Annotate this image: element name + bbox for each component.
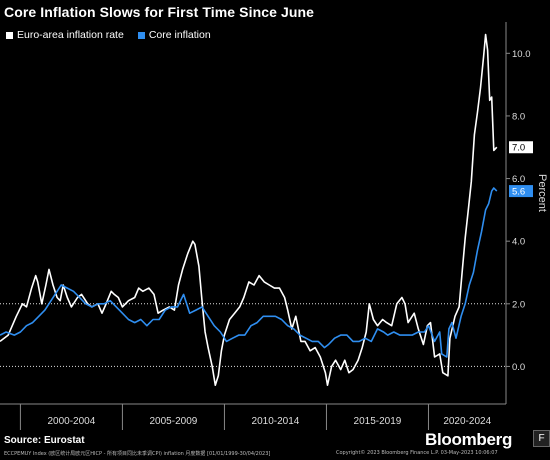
legend-label-core: Core inflation bbox=[148, 29, 211, 41]
bloomberg-logo: Bloomberg bbox=[425, 430, 513, 449]
x-group-label-2: 2010-2014 bbox=[252, 416, 300, 427]
badge-icon: F bbox=[533, 430, 550, 447]
x-group-label-1: 2005-2009 bbox=[150, 416, 198, 427]
x-group-label-3: 2015-2019 bbox=[354, 416, 402, 427]
y-tick-label-4: 8.0 bbox=[512, 111, 525, 122]
chart-title: Core Inflation Slows for First Time Sinc… bbox=[4, 4, 315, 20]
y-tick-label-3: 6.0 bbox=[512, 174, 525, 185]
source-note: Source: Eurostat bbox=[4, 435, 85, 446]
legend-item-core: Core inflation bbox=[137, 29, 211, 41]
last-value-label-1: 5.6 bbox=[512, 187, 525, 198]
x-group-label-0: 2000-2004 bbox=[47, 416, 95, 427]
y-tick-label-5: 10.0 bbox=[512, 49, 531, 60]
y-tick-label-2: 4.0 bbox=[512, 237, 525, 248]
chart-plot: 0.0 2.0 4.0 6.0 8.0 10.0 Percent 2000-2004 2005-… bbox=[0, 22, 548, 430]
chart-legend: Euro-area inflation rate Core inflation bbox=[6, 29, 211, 41]
y-tick-label-0: 0.0 bbox=[512, 362, 525, 373]
legend-swatch-core bbox=[137, 31, 145, 39]
y-tick-label-1: 2.0 bbox=[512, 299, 525, 310]
last-value-box-0 bbox=[509, 141, 533, 154]
y-axis-label: Percent bbox=[536, 174, 548, 212]
last-value-box-1 bbox=[509, 185, 533, 198]
legend-item-headline: Euro-area inflation rate bbox=[6, 29, 124, 41]
series-line-1 bbox=[0, 187, 498, 358]
x-group-label-4: 2020-2024 bbox=[443, 416, 491, 427]
legend-label-headline: Euro-area inflation rate bbox=[17, 29, 124, 41]
last-value-label-0: 7.0 bbox=[512, 143, 525, 154]
fineprint-right: Copyright© 2023 Bloomberg Finance L.P. 0… bbox=[336, 450, 498, 456]
fineprint-left: ECCPEMUY Index (欧区统计局欧元区HICP - 所有项目同比未季调… bbox=[4, 451, 271, 457]
legend-swatch-headline bbox=[6, 31, 13, 39]
